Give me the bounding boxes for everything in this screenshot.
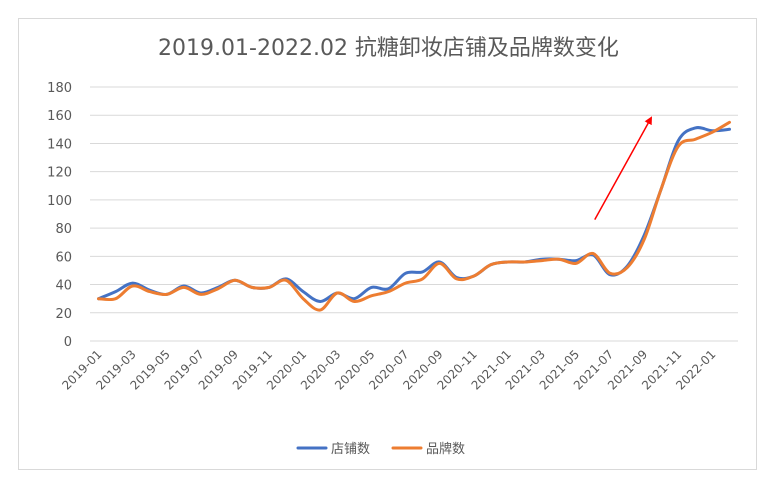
gridlines xyxy=(90,86,738,342)
y-tick-label: 180 xyxy=(47,81,72,96)
y-tick-label: 140 xyxy=(47,137,72,152)
legend-item-1[interactable]: 品牌数 xyxy=(391,441,465,457)
y-tick-label: 40 xyxy=(55,279,72,294)
series-line-0 xyxy=(97,126,731,303)
y-tick-label: 60 xyxy=(55,250,72,265)
y-tick-label: 20 xyxy=(55,307,72,322)
y-tick-label: 80 xyxy=(55,222,72,237)
annotation-layer xyxy=(594,116,653,221)
y-tick-label: 160 xyxy=(47,109,72,124)
legend: 店铺数 品牌数 xyxy=(296,441,465,457)
y-tick-label: 0 xyxy=(64,335,72,350)
chart-frame xyxy=(18,18,757,470)
x-axis-ticks: 2019-012019-032019-052019-072019-092019-… xyxy=(59,347,718,392)
series-lines xyxy=(97,120,731,312)
annotation-arrow xyxy=(594,116,653,221)
chart-title: 2019.01-2022.02 抗糖卸妆店铺及品牌数变化 xyxy=(158,36,619,61)
y-tick-label: 120 xyxy=(47,166,72,181)
legend-label: 品牌数 xyxy=(426,441,465,457)
y-axis-ticks: 0 20 40 60 80 100 120 140 160 180 xyxy=(47,81,72,350)
legend-item-0[interactable]: 店铺数 xyxy=(296,442,370,457)
y-tick-label: 100 xyxy=(47,194,72,209)
series-line-1 xyxy=(97,120,731,312)
legend-label: 店铺数 xyxy=(331,442,370,457)
